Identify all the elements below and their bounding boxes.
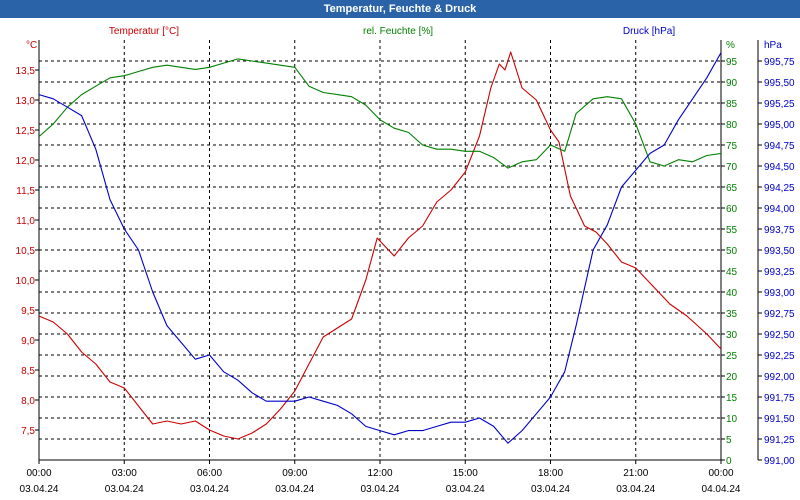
humidity-tick-label: 25 xyxy=(726,351,738,362)
pressure-tick-label: 994,00 xyxy=(764,204,795,215)
pressure-tick-label: 992,50 xyxy=(764,330,795,341)
pressure-tick-label: 995,25 xyxy=(764,99,795,110)
chart-title: Temperatur, Feuchte & Druck xyxy=(0,0,800,18)
x-tick-date-label: 04.04.24 xyxy=(702,484,741,495)
pressure-tick-label: 995,00 xyxy=(764,120,795,131)
x-tick-time-label: 00:00 xyxy=(708,468,733,479)
humidity-tick-label: 50 xyxy=(726,246,738,257)
temperature-series-line xyxy=(38,51,722,440)
temperature-tick-label: 12,0 xyxy=(16,156,36,167)
x-tick-date-label: 03.04.24 xyxy=(20,484,59,495)
humidity-tick-label: 80 xyxy=(726,120,738,131)
x-tick-time-label: 09:00 xyxy=(282,468,307,479)
humidity-tick-label: 95 xyxy=(726,57,738,68)
pressure-tick-label: 994,50 xyxy=(764,162,795,173)
pressure-tick-label: 991,00 xyxy=(764,456,795,467)
pressure-unit: hPa xyxy=(764,40,782,51)
humidity-tick-label: 30 xyxy=(726,330,738,341)
temperature-axis-label: Temperatur [°C] xyxy=(109,26,179,37)
x-tick-time-label: 18:00 xyxy=(538,468,563,479)
humidity-unit: % xyxy=(726,40,735,51)
temperature-tick-label: 10,0 xyxy=(16,276,36,287)
pressure-tick-label: 995,50 xyxy=(764,78,795,89)
pressure-tick-label: 994,25 xyxy=(764,183,795,194)
humidity-tick-label: 0 xyxy=(726,456,732,467)
humidity-tick-label: 75 xyxy=(726,141,738,152)
temperature-tick-label: 8,0 xyxy=(21,396,35,407)
pressure-tick-label: 992,25 xyxy=(764,351,795,362)
humidity-axis-label: rel. Feuchte [%] xyxy=(363,26,433,37)
temperature-tick-label: 7,5 xyxy=(21,426,35,437)
temperature-tick-label: 9,5 xyxy=(21,306,35,317)
humidity-tick-label: 15 xyxy=(726,393,738,404)
humidity-tick-label: 45 xyxy=(726,267,738,278)
temperature-tick-label: 13,5 xyxy=(16,66,36,77)
x-tick-date-label: 03.04.24 xyxy=(446,484,485,495)
humidity-tick-label: 20 xyxy=(726,372,738,383)
x-tick-date-label: 03.04.24 xyxy=(105,484,144,495)
humidity-tick-label: 55 xyxy=(726,225,738,236)
pressure-tick-label: 993,75 xyxy=(764,225,795,236)
humidity-tick-label: 65 xyxy=(726,183,738,194)
x-tick-date-label: 03.04.24 xyxy=(616,484,655,495)
pressure-axis-label: Druck [hPa] xyxy=(623,26,675,37)
x-tick-time-label: 21:00 xyxy=(623,468,648,479)
x-tick-date-label: 03.04.24 xyxy=(190,484,229,495)
pressure-tick-label: 991,50 xyxy=(764,414,795,425)
humidity-tick-label: 10 xyxy=(726,414,738,425)
pressure-tick-label: 994,75 xyxy=(764,141,795,152)
x-tick-time-label: 06:00 xyxy=(197,468,222,479)
pressure-series-line xyxy=(38,52,722,444)
temperature-tick-label: 11,5 xyxy=(16,186,35,197)
temperature-tick-label: 13,0 xyxy=(16,96,36,107)
pressure-tick-label: 991,75 xyxy=(764,393,795,404)
x-tick-date-label: 03.04.24 xyxy=(361,484,400,495)
humidity-tick-label: 40 xyxy=(726,288,738,299)
temperature-tick-label: 8,5 xyxy=(21,366,35,377)
temperature-unit: °C xyxy=(26,40,37,51)
humidity-tick-label: 70 xyxy=(726,162,738,173)
humidity-series-line xyxy=(38,58,722,169)
humidity-tick-label: 5 xyxy=(726,435,732,446)
humidity-tick-label: 85 xyxy=(726,99,738,110)
x-tick-time-label: 15:00 xyxy=(453,468,478,479)
pressure-tick-label: 993,00 xyxy=(764,288,795,299)
humidity-tick-label: 60 xyxy=(726,204,738,215)
pressure-tick-label: 992,75 xyxy=(764,309,795,320)
temperature-tick-label: 12,5 xyxy=(16,126,36,137)
pressure-tick-label: 993,50 xyxy=(764,246,795,257)
humidity-tick-label: 90 xyxy=(726,78,738,89)
humidity-tick-label: 35 xyxy=(726,309,738,320)
pressure-tick-label: 993,25 xyxy=(764,267,795,278)
x-tick-time-label: 00:00 xyxy=(26,468,51,479)
x-tick-date-label: 03.04.24 xyxy=(531,484,570,495)
x-tick-time-label: 12:00 xyxy=(367,468,392,479)
pressure-tick-label: 991,25 xyxy=(764,435,795,446)
pressure-tick-label: 995,75 xyxy=(764,57,795,68)
temperature-tick-label: 9,0 xyxy=(21,336,35,347)
temperature-tick-label: 11,0 xyxy=(16,216,35,227)
pressure-tick-label: 992,00 xyxy=(764,372,795,383)
temperature-tick-label: 10,5 xyxy=(16,246,36,257)
x-tick-time-label: 03:00 xyxy=(112,468,137,479)
x-tick-date-label: 03.04.24 xyxy=(275,484,314,495)
